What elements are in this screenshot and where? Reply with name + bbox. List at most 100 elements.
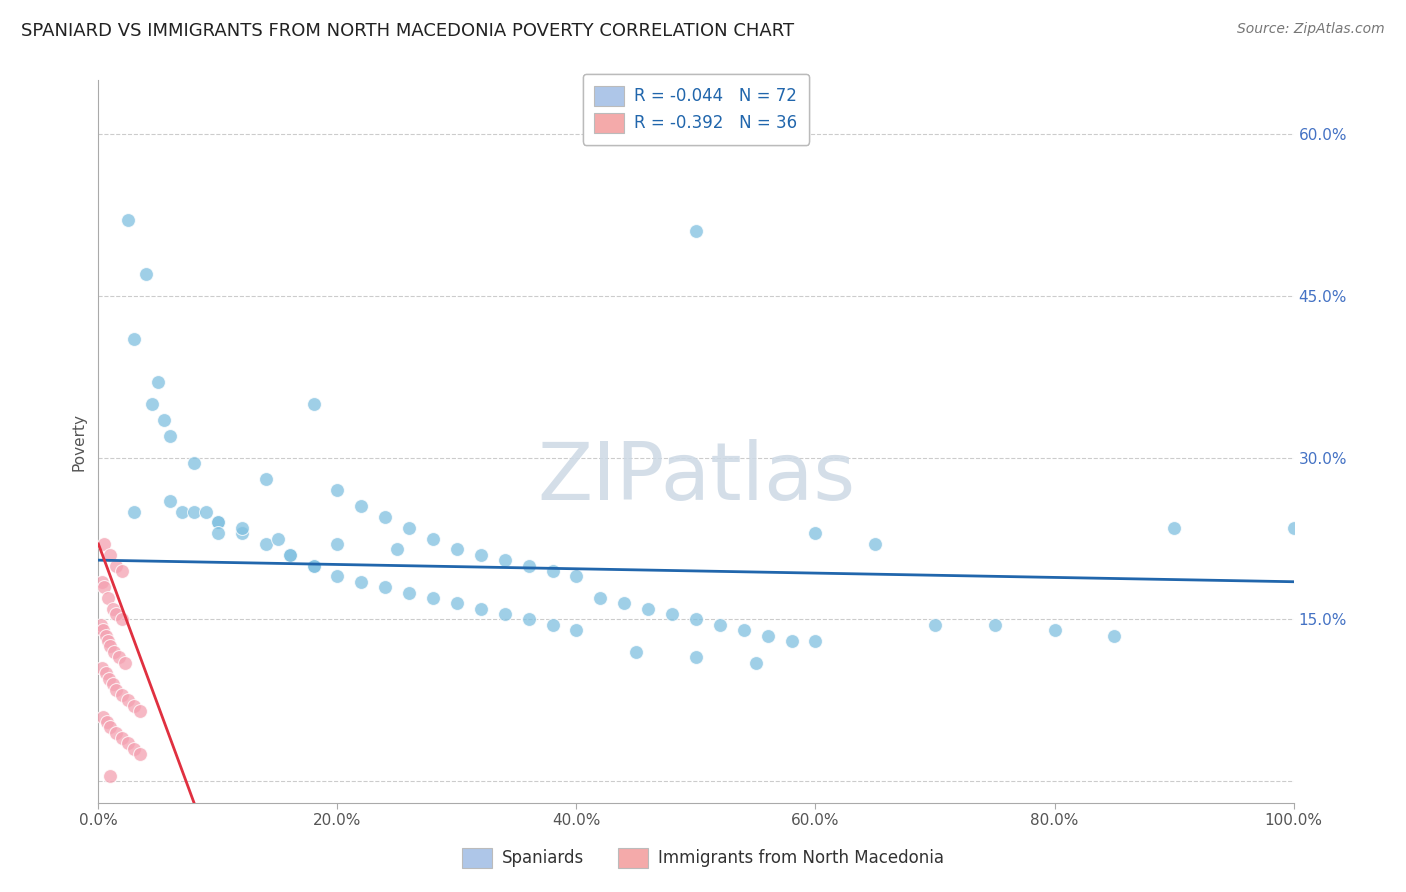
Point bbox=[114, 656, 136, 670]
Point bbox=[685, 224, 707, 238]
Point bbox=[589, 591, 612, 605]
Point bbox=[159, 429, 181, 443]
Point bbox=[91, 661, 114, 675]
Point bbox=[117, 213, 139, 227]
Point bbox=[107, 650, 129, 665]
Point bbox=[470, 601, 492, 615]
Point bbox=[733, 624, 755, 638]
Point bbox=[745, 656, 768, 670]
Point bbox=[326, 569, 349, 583]
Point bbox=[804, 526, 827, 541]
Point bbox=[98, 548, 122, 562]
Point bbox=[111, 688, 134, 702]
Point bbox=[685, 612, 707, 626]
Point bbox=[183, 505, 205, 519]
Point bbox=[98, 640, 122, 654]
Point bbox=[101, 677, 124, 691]
Point bbox=[159, 493, 181, 508]
Point bbox=[129, 704, 152, 718]
Point bbox=[135, 268, 157, 282]
Point bbox=[172, 505, 194, 519]
Point bbox=[446, 542, 468, 557]
Point bbox=[661, 607, 683, 621]
Text: Source: ZipAtlas.com: Source: ZipAtlas.com bbox=[1237, 22, 1385, 37]
Point bbox=[709, 618, 731, 632]
Point bbox=[422, 532, 444, 546]
Text: SPANIARD VS IMMIGRANTS FROM NORTH MACEDONIA POVERTY CORRELATION CHART: SPANIARD VS IMMIGRANTS FROM NORTH MACEDO… bbox=[21, 22, 794, 40]
Point bbox=[124, 505, 146, 519]
Point bbox=[97, 591, 120, 605]
Point bbox=[254, 472, 277, 486]
Point bbox=[1282, 521, 1305, 535]
Point bbox=[124, 698, 146, 713]
Point bbox=[267, 532, 290, 546]
Point bbox=[111, 564, 134, 578]
Point bbox=[124, 742, 146, 756]
Point bbox=[153, 413, 176, 427]
Point bbox=[124, 332, 146, 346]
Point bbox=[517, 612, 540, 626]
Point bbox=[302, 558, 325, 573]
Y-axis label: Poverty: Poverty bbox=[72, 412, 87, 471]
Point bbox=[98, 769, 122, 783]
Point bbox=[517, 558, 540, 573]
Point bbox=[129, 747, 152, 762]
Point bbox=[756, 629, 779, 643]
Point bbox=[1104, 629, 1126, 643]
Point bbox=[105, 607, 128, 621]
Point bbox=[105, 725, 128, 739]
Legend: R = -0.044   N = 72, R = -0.392   N = 36: R = -0.044 N = 72, R = -0.392 N = 36 bbox=[582, 74, 810, 145]
Point bbox=[494, 553, 516, 567]
Point bbox=[350, 500, 373, 514]
Point bbox=[207, 516, 229, 530]
Text: ZIPatlas: ZIPatlas bbox=[537, 439, 855, 516]
Point bbox=[148, 376, 170, 390]
Point bbox=[195, 505, 218, 519]
Legend: Spaniards, Immigrants from North Macedonia: Spaniards, Immigrants from North Macedon… bbox=[456, 841, 950, 875]
Point bbox=[626, 645, 648, 659]
Point bbox=[278, 548, 301, 562]
Point bbox=[326, 537, 349, 551]
Point bbox=[207, 516, 229, 530]
Point bbox=[91, 709, 114, 723]
Point bbox=[398, 521, 420, 535]
Point bbox=[326, 483, 349, 497]
Point bbox=[254, 537, 277, 551]
Point bbox=[97, 634, 120, 648]
Point bbox=[117, 693, 139, 707]
Point bbox=[350, 574, 373, 589]
Point bbox=[91, 574, 114, 589]
Point bbox=[98, 720, 122, 734]
Point bbox=[105, 558, 128, 573]
Point bbox=[470, 548, 492, 562]
Point bbox=[374, 510, 396, 524]
Point bbox=[804, 634, 827, 648]
Point bbox=[398, 585, 420, 599]
Point bbox=[494, 607, 516, 621]
Point bbox=[278, 548, 301, 562]
Point bbox=[865, 537, 887, 551]
Point bbox=[984, 618, 1007, 632]
Point bbox=[231, 526, 253, 541]
Point bbox=[98, 672, 121, 686]
Point bbox=[207, 526, 229, 541]
Point bbox=[111, 612, 134, 626]
Point bbox=[93, 537, 115, 551]
Point bbox=[613, 596, 636, 610]
Point bbox=[565, 624, 588, 638]
Point bbox=[94, 666, 117, 681]
Point bbox=[111, 731, 134, 745]
Point bbox=[103, 645, 125, 659]
Point bbox=[685, 650, 707, 665]
Point bbox=[374, 580, 396, 594]
Point bbox=[231, 521, 253, 535]
Point bbox=[117, 737, 139, 751]
Point bbox=[637, 601, 659, 615]
Point bbox=[141, 397, 163, 411]
Point bbox=[94, 629, 117, 643]
Point bbox=[93, 580, 115, 594]
Point bbox=[105, 682, 128, 697]
Point bbox=[90, 618, 112, 632]
Point bbox=[101, 601, 124, 615]
Point bbox=[446, 596, 468, 610]
